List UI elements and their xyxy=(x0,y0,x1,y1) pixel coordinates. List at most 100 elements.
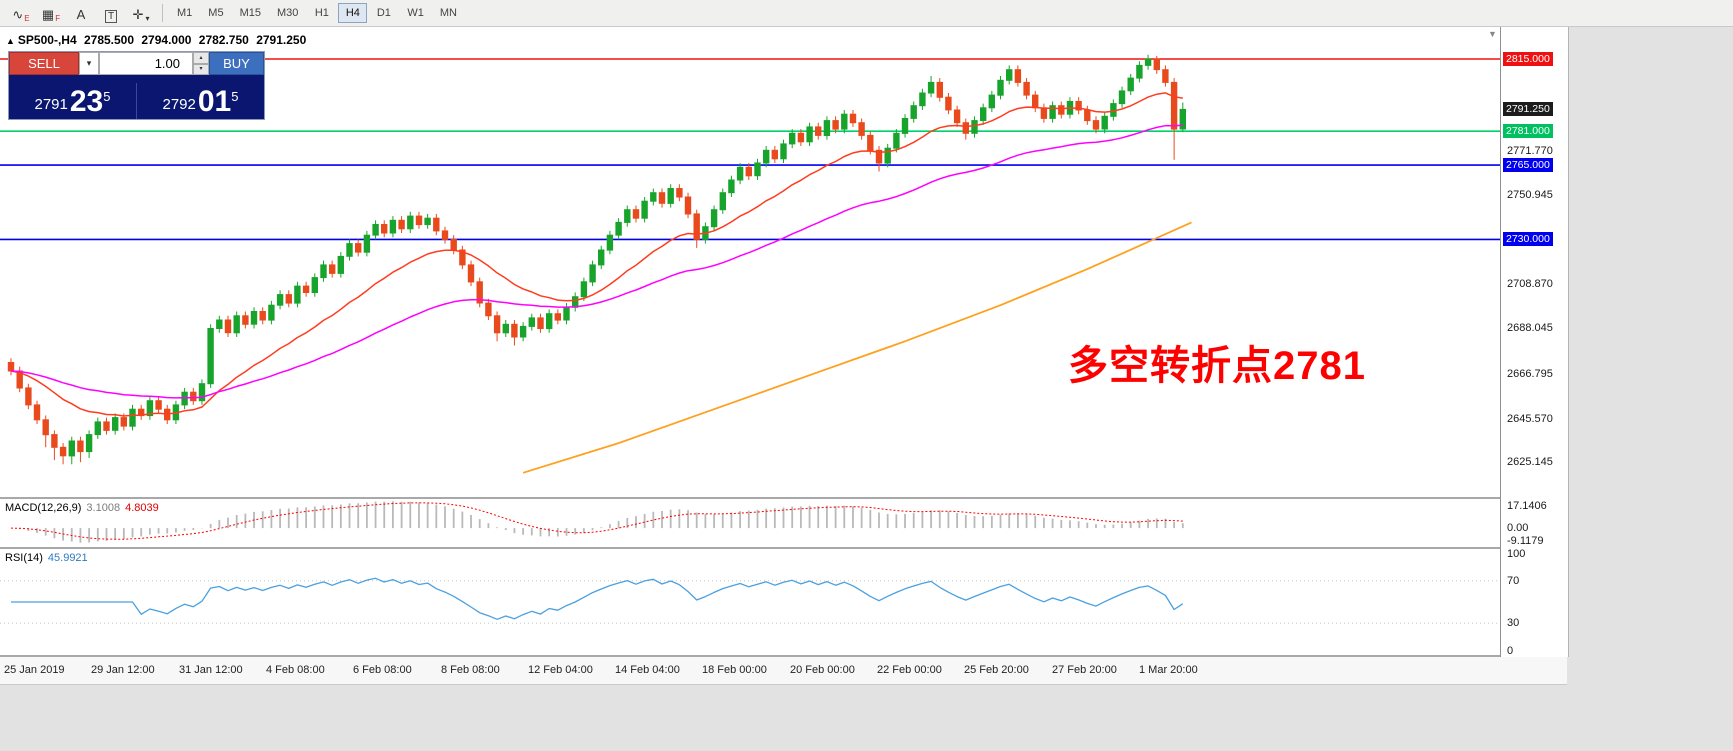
grid-icon-sub: F xyxy=(55,13,61,23)
text-annotation-icon[interactable]: A xyxy=(67,1,95,23)
text-label-icon[interactable]: T xyxy=(97,4,125,26)
rsi-name: RSI(14) xyxy=(5,552,43,564)
time-label: 25 Feb 20:00 xyxy=(964,664,1029,676)
price-tick: 2666.795 xyxy=(1507,367,1553,380)
toolbar-icons: ∿ E ▦ F A T ✛ ▾ xyxy=(6,1,156,26)
main-chart-pane[interactable] xyxy=(0,27,1500,497)
price-tick: 2771.770 xyxy=(1507,144,1553,157)
time-label: 27 Feb 20:00 xyxy=(1052,664,1117,676)
timeframe-button-m15[interactable]: M15 xyxy=(233,3,268,23)
tool-dropdown-arrow-icon[interactable]: ▾ xyxy=(145,13,150,23)
volume-increase-button[interactable]: ▴ xyxy=(193,52,209,64)
macd-main-value: 3.1008 xyxy=(86,502,121,514)
rsi-pane[interactable] xyxy=(0,549,1500,655)
rsi-axis-70: 70 xyxy=(1507,574,1520,587)
timeframe-button-mn[interactable]: MN xyxy=(433,3,464,23)
crosshair-tool-icon: ✛ xyxy=(132,6,144,22)
zigzag-indicator-icon[interactable]: ∿ E xyxy=(7,2,35,24)
zigzag-indicator-icon: ∿ xyxy=(12,6,24,22)
grid-icon[interactable]: ▦ F xyxy=(37,2,65,24)
text-label-icon: T xyxy=(104,9,118,23)
time-label: 22 Feb 00:00 xyxy=(877,664,942,676)
rsi-axis-30: 30 xyxy=(1507,617,1520,630)
bid-price[interactable]: 2791 23 5 xyxy=(9,85,136,119)
macd-signal-value: 4.8039 xyxy=(125,502,159,514)
price-level-badge: 2765.000 xyxy=(1503,158,1553,172)
chart-shift-marker[interactable]: ▼ xyxy=(1488,29,1497,39)
rsi-axis-0: 0 xyxy=(1507,645,1514,657)
price-tick: 2625.145 xyxy=(1507,455,1553,468)
price-axis[interactable]: 2771.770 2750.945 2708.870 2688.045 2666.795… xyxy=(1500,27,1569,657)
zigzag-indicator-icon-sub: E xyxy=(24,13,30,23)
time-label: 4 Feb 08:00 xyxy=(266,664,325,676)
price-level-badge: 2815.000 xyxy=(1503,52,1553,66)
low-value: 2782.750 xyxy=(198,33,249,47)
time-label: 25 Jan 2019 xyxy=(4,664,65,676)
toolbar-separator xyxy=(162,4,163,22)
time-label: 6 Feb 08:00 xyxy=(353,664,412,676)
time-label: 20 Feb 00:00 xyxy=(790,664,855,676)
grid-icon: ▦ xyxy=(41,6,55,22)
timeframe-button-m5[interactable]: M5 xyxy=(201,3,230,23)
bid-pips: 23 xyxy=(69,85,104,118)
time-label: 14 Feb 04:00 xyxy=(615,664,680,676)
crosshair-tool-icon[interactable]: ✛ ▾ xyxy=(127,2,155,24)
time-axis[interactable]: 25 Jan 2019 29 Jan 12:00 31 Jan 12:00 4 Feb… xyxy=(0,657,1567,685)
timeframe-button-m30[interactable]: M30 xyxy=(270,3,305,23)
toolbar: ∿ E ▦ F A T ✛ ▾ M1 M5 M15 M30 H1 H4 D1 W1 MN xyxy=(0,0,1733,27)
pane-splitter-macd[interactable] xyxy=(0,497,1500,499)
time-label: 31 Jan 12:00 xyxy=(179,664,243,676)
price-divider xyxy=(136,83,137,119)
ask-pips: 01 xyxy=(197,85,232,118)
buy-button[interactable]: BUY xyxy=(209,52,264,75)
time-label: 18 Feb 00:00 xyxy=(702,664,767,676)
open-value: 2785.500 xyxy=(83,33,135,47)
timeframe-button-h1[interactable]: H1 xyxy=(307,3,336,23)
volume-decrease-button[interactable]: ▾ xyxy=(193,63,209,75)
price-tick: 2688.045 xyxy=(1507,322,1553,335)
rsi-axis-100: 100 xyxy=(1507,548,1526,560)
close-value: 2791.250 xyxy=(256,33,307,47)
timeframe-button-m1[interactable]: M1 xyxy=(170,3,199,23)
price-level-badge: 2781.000 xyxy=(1503,124,1553,138)
ask-price[interactable]: 2792 01 5 xyxy=(137,85,264,119)
macd-axis-min: -9.1179 xyxy=(1507,535,1544,547)
volume-spinner: ▴ ▾ xyxy=(193,52,209,75)
price-tick: 2750.945 xyxy=(1507,188,1553,201)
volume-input[interactable] xyxy=(99,52,193,75)
chart-bottom-border xyxy=(0,655,1500,657)
text-annotation-icon: A xyxy=(76,6,86,22)
price-level-badge: 2791.250 xyxy=(1503,102,1553,116)
price-tick: 2708.870 xyxy=(1507,278,1553,291)
symbol-period-label: SP500-,H4 xyxy=(17,33,77,47)
pane-splitter-rsi[interactable] xyxy=(0,547,1500,549)
macd-label: MACD(12,26,9) 3.1008 4.8039 xyxy=(5,502,159,514)
chart-title: ▲ SP500-,H4 2785.500 2794.000 2782.750 27… xyxy=(6,33,310,47)
rsi-value: 45.9921 xyxy=(47,552,88,564)
timeframe-button-d1[interactable]: D1 xyxy=(369,3,398,23)
high-value: 2794.000 xyxy=(141,33,192,47)
macd-pane[interactable] xyxy=(0,499,1500,545)
timeframe-button-h4[interactable]: H4 xyxy=(338,3,368,23)
sell-button[interactable]: SELL xyxy=(9,52,79,75)
time-label: 29 Jan 12:00 xyxy=(91,664,155,676)
macd-axis-zero: 0.00 xyxy=(1507,522,1529,535)
price-tick: 2645.570 xyxy=(1507,412,1553,425)
time-label: 12 Feb 04:00 xyxy=(528,664,593,676)
rsi-label: RSI(14) 45.9921 xyxy=(5,552,88,564)
timeframe-button-w1[interactable]: W1 xyxy=(400,3,431,23)
ask-fraction: 5 xyxy=(231,89,239,104)
macd-name: MACD(12,26,9) xyxy=(5,502,82,514)
chart-annotation-text[interactable]: 多空转折点2781 xyxy=(1068,344,1366,388)
price-level-badge: 2730.000 xyxy=(1503,232,1553,246)
macd-axis-max: 17.1406 xyxy=(1507,500,1547,512)
time-label: 8 Feb 08:00 xyxy=(441,664,500,676)
timeframe-buttons: M1 M5 M15 M30 H1 H4 D1 W1 MN xyxy=(169,3,465,23)
time-label: 1 Mar 20:00 xyxy=(1139,664,1198,676)
chart-symbol-icon: ▲ xyxy=(6,36,15,46)
volume-dropdown-button[interactable]: ▾ xyxy=(79,52,99,75)
chart-window[interactable]: ▲ SP500-,H4 2785.500 2794.000 2782.750 27… xyxy=(0,27,1500,657)
bid-fraction: 5 xyxy=(103,89,111,104)
